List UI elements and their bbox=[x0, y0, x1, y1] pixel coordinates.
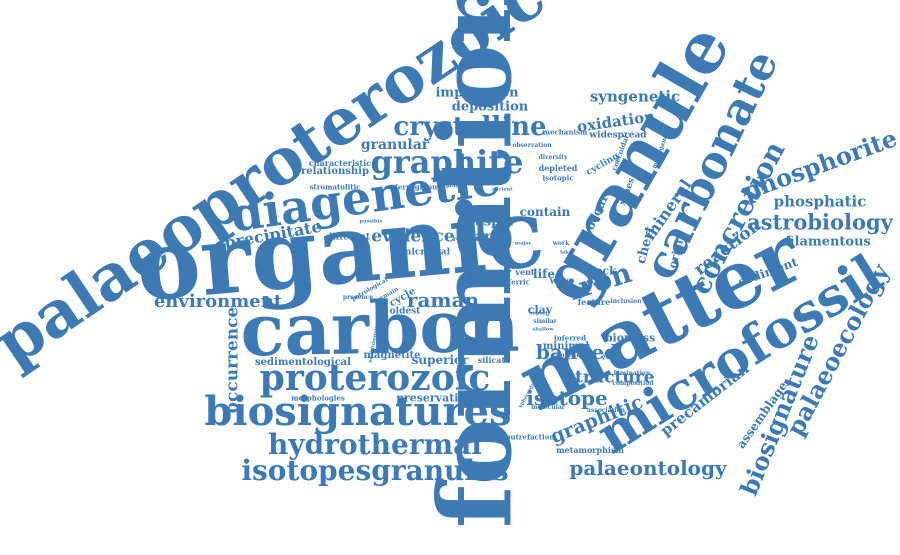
word-lamination: lamination bbox=[613, 370, 651, 377]
word-observation: observation bbox=[512, 142, 552, 149]
word-oldest: oldest bbox=[389, 306, 421, 317]
word-ferruginous: ferruginous bbox=[394, 182, 442, 192]
word-biosignatures: biosignatures bbox=[204, 388, 512, 435]
word-earth: earth bbox=[466, 229, 508, 245]
word-magnetite: magnetite bbox=[363, 350, 421, 361]
word-association: association bbox=[587, 407, 625, 414]
word-isotopesgranules: isotopesgranules bbox=[241, 454, 509, 487]
word-sedimentological: sedimentological bbox=[255, 357, 351, 368]
word-similar: similar bbox=[533, 318, 557, 325]
word-raman: raman bbox=[406, 288, 480, 312]
word-implication: implication bbox=[435, 85, 519, 101]
word-jasper: jasper bbox=[470, 214, 516, 230]
word-superior: superior bbox=[411, 353, 469, 367]
word-wave: wave bbox=[549, 276, 575, 287]
word-shallow: shallow bbox=[532, 326, 554, 333]
word-phosphatic: phosphatic bbox=[773, 192, 867, 211]
word-astrobiology: astrobiology bbox=[747, 209, 893, 235]
word-rock: rock bbox=[589, 264, 617, 278]
word-stromatolitic: stromatolitic bbox=[309, 182, 361, 192]
word-inferred: inferred bbox=[554, 333, 586, 343]
word-deposition: deposition bbox=[451, 99, 529, 115]
word-diversity: diversity bbox=[538, 154, 568, 161]
word-silicate: silicate bbox=[477, 355, 511, 365]
word-biomass: biomass bbox=[604, 331, 656, 345]
word-hydrothermal: hydrothermal bbox=[268, 428, 482, 461]
word-inclusion: inclusion bbox=[610, 298, 642, 305]
word-widespread: widespread bbox=[589, 130, 647, 141]
word-proterozoic: proterozoic bbox=[259, 357, 491, 399]
word-record: record bbox=[453, 236, 475, 243]
word-banded: banded bbox=[535, 340, 619, 364]
word-structure: structure bbox=[565, 367, 655, 388]
word-vent: vent bbox=[515, 267, 535, 277]
word-crystalline: crystalline bbox=[393, 112, 547, 142]
word-depleted: depleted bbox=[538, 163, 578, 173]
word-graphite: graphite bbox=[370, 143, 524, 181]
word-feature: feature bbox=[577, 297, 611, 307]
word-ancient: ancient bbox=[491, 186, 513, 193]
word-possible: possible bbox=[359, 218, 383, 225]
word-product: product bbox=[446, 183, 468, 190]
word-life: life bbox=[533, 267, 555, 281]
word-syngenetic: syngenetic bbox=[589, 87, 681, 106]
word-result: result bbox=[590, 281, 610, 288]
word-ferric: ferric bbox=[508, 277, 530, 287]
word-minimal: minimal bbox=[542, 341, 590, 352]
word-relationship: relationship bbox=[301, 166, 369, 177]
word-granular: granular bbox=[360, 137, 430, 153]
word-clay: clay bbox=[527, 303, 553, 317]
word-lake: lake bbox=[560, 249, 572, 256]
word-metamorphism: metamorphism bbox=[556, 445, 624, 455]
word-isotope: isotope bbox=[526, 386, 608, 410]
word-putrefaction: putrefaction bbox=[505, 432, 555, 442]
word-preservation: preservation bbox=[396, 391, 474, 405]
word-palaeontology: palaeontology bbox=[569, 456, 727, 480]
word-major: major bbox=[514, 240, 532, 247]
word-work: work bbox=[552, 240, 570, 247]
word-filamentous: filamentous bbox=[785, 234, 871, 250]
word-composition: composition bbox=[612, 380, 654, 387]
word-contain: contain bbox=[519, 205, 571, 219]
word-consistent: consistent bbox=[552, 352, 588, 359]
word-presence: presence bbox=[342, 294, 374, 301]
word-report: report bbox=[530, 310, 548, 317]
word-different: different bbox=[326, 232, 370, 243]
word-environment: environment bbox=[153, 291, 283, 312]
word-isotopic: isotopic bbox=[542, 173, 574, 183]
word-mechanism: mechanism bbox=[542, 127, 588, 137]
word-microbial: microbial bbox=[401, 247, 451, 258]
word-occurrence: occurrence bbox=[222, 306, 243, 414]
word-molecular: molecular bbox=[531, 404, 565, 411]
word-morphologies: morphologies bbox=[291, 393, 345, 403]
word-evidence: evidence bbox=[371, 226, 455, 247]
word-characteristic: characteristic bbox=[308, 158, 372, 168]
